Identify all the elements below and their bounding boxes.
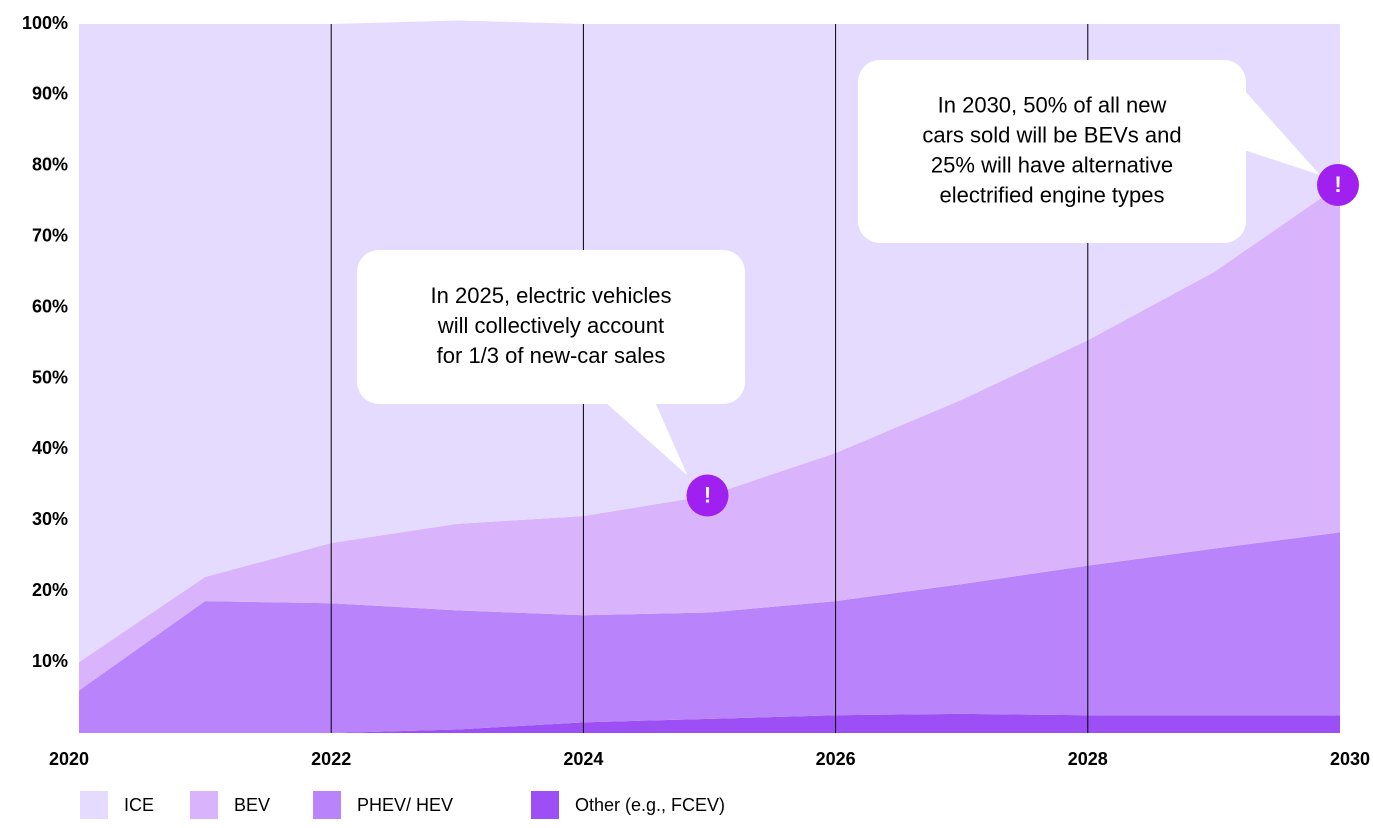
y-tick-label: 20%	[32, 580, 68, 600]
x-tick-label: 2028	[1068, 749, 1108, 769]
legend-swatch	[80, 791, 108, 819]
legend-label: PHEV/ HEV	[357, 795, 453, 815]
area	[79, 184, 1340, 691]
annotation-text: 25% will have alternative	[931, 152, 1173, 177]
annotation-text: electrified engine types	[939, 182, 1164, 207]
y-tick-label: 100%	[22, 13, 68, 33]
y-tick-label: 50%	[32, 367, 68, 387]
annotation-text: cars sold will be BEVs and	[922, 122, 1181, 147]
y-tick-label: 10%	[32, 651, 68, 671]
annotation-text: for 1/3 of new-car sales	[437, 343, 666, 368]
callout-tail	[605, 402, 688, 476]
y-tick-label: 30%	[32, 509, 68, 529]
y-tick-label: 70%	[32, 225, 68, 245]
annotation-text: will collectively account	[437, 313, 664, 338]
y-tick-label: 40%	[32, 438, 68, 458]
x-tick-label: 2026	[816, 749, 856, 769]
annotation-marker	[686, 474, 729, 517]
legend-swatch	[190, 791, 218, 819]
x-tick-label: 2020	[49, 749, 89, 769]
annotation-text: In 2025, electric vehicles	[431, 283, 672, 308]
annotation-marker-label: !	[1334, 172, 1341, 197]
annotation-marker	[1317, 163, 1359, 206]
y-tick-label: 80%	[32, 155, 68, 175]
legend-swatch	[531, 791, 559, 819]
callout-box	[357, 250, 745, 404]
x-tick-label: 2022	[311, 749, 351, 769]
area	[79, 532, 1340, 733]
legend-label: BEV	[234, 795, 270, 815]
legend-label: Other (e.g., FCEV)	[575, 795, 725, 815]
y-tick-label: 90%	[32, 84, 68, 104]
annotation-text: In 2030, 50% of all new	[938, 92, 1167, 117]
callout-tail	[1244, 90, 1320, 175]
x-tick-label: 2024	[563, 749, 603, 769]
callout-box	[858, 60, 1246, 243]
x-tick-label: 2030	[1330, 749, 1370, 769]
legend-label: ICE	[124, 795, 154, 815]
y-tick-label: 60%	[32, 296, 68, 316]
area	[79, 713, 1340, 733]
annotation-marker-label: !	[704, 482, 711, 507]
legend-swatch	[313, 791, 341, 819]
